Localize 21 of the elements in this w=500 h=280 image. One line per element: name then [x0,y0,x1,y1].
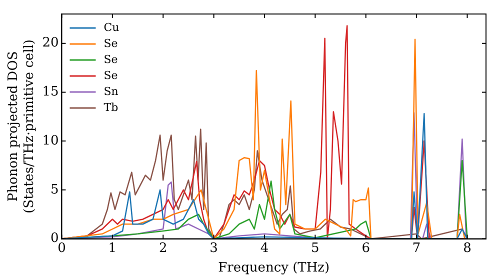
y-tick-label: 0 [50,231,59,246]
legend-label: Se [104,68,118,82]
x-tick-label: 7 [412,240,421,256]
x-tick-label: 3 [210,240,218,256]
legend-label: Se [104,52,118,66]
legend-label: Sn [104,84,118,98]
y-tick-label: 20 [42,36,59,51]
legend-label: Cu [104,20,120,34]
x-tick-label: 2 [158,240,168,256]
x-tick-label: 5 [311,240,320,256]
x-axis-title: Frequency (THz) [218,260,330,276]
x-tick-label: 4 [260,240,269,256]
legend-label: Tb [104,100,118,114]
y-tick-label: 5 [50,182,59,198]
y-tick-label: 15 [42,84,59,100]
y-axis-title: Phonon projected DOS (States/THz·primitive cell) [6,39,37,214]
legend-label: Se [104,36,118,50]
x-tick-label: 1 [108,240,117,256]
x-tick-label: 6 [362,240,370,256]
x-tick-label: 8 [463,240,472,256]
y-tick-label: 10 [42,133,59,148]
